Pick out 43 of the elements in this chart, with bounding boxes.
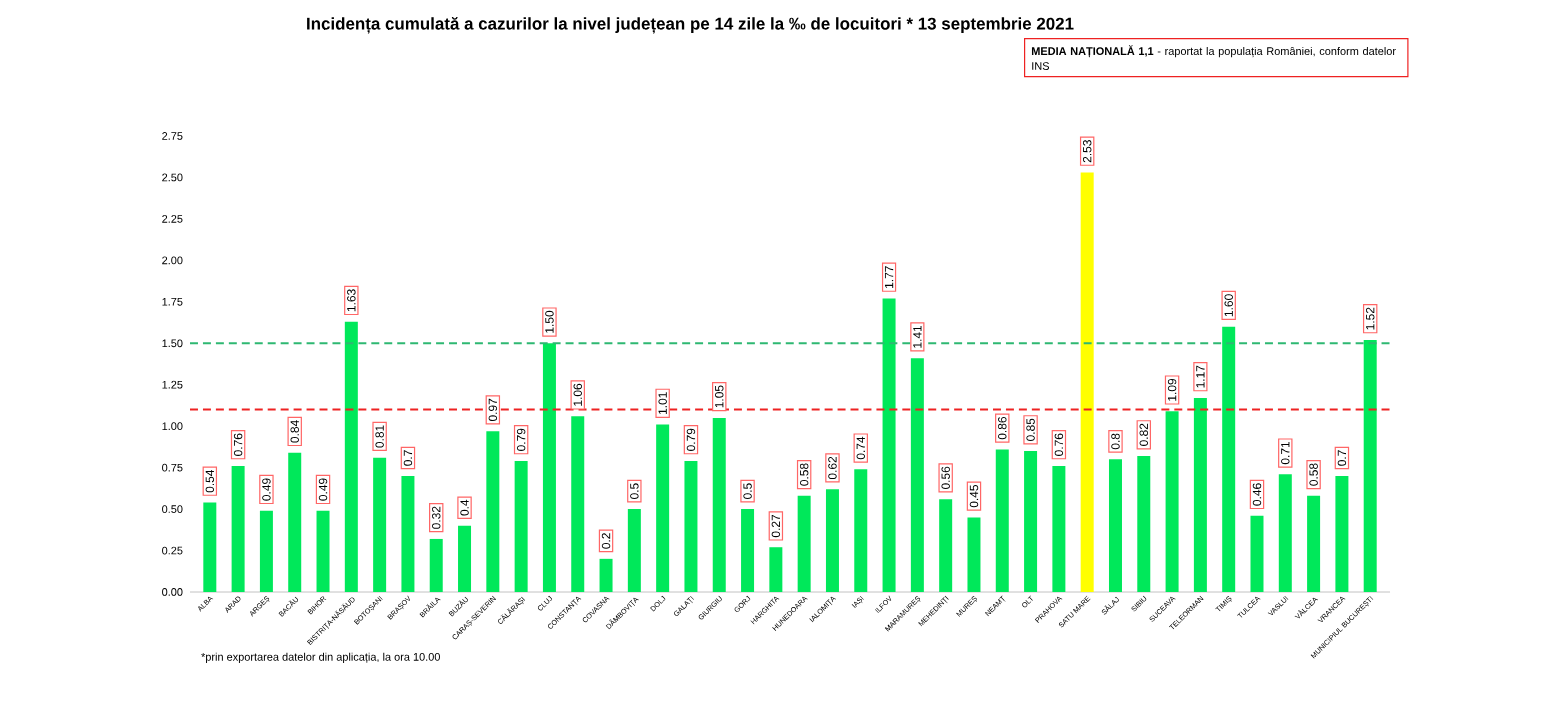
bar xyxy=(1052,465,1066,592)
bar xyxy=(1250,515,1264,592)
bar xyxy=(231,465,245,592)
bar xyxy=(825,489,839,592)
bar xyxy=(344,321,358,592)
bar xyxy=(882,298,896,592)
bar xyxy=(259,510,273,592)
bar xyxy=(684,461,698,592)
bar xyxy=(741,509,755,592)
bar xyxy=(1335,475,1349,592)
bar xyxy=(939,499,953,592)
bar xyxy=(458,525,472,592)
chart-title: Incidența cumulată a cazurilor la nivel județean pe 14 zile la ‰ de locuitori * 13 septembrie 2021 xyxy=(307,17,1074,34)
bar xyxy=(656,424,670,592)
bar xyxy=(910,358,924,592)
bar xyxy=(1193,397,1207,592)
bar xyxy=(627,509,641,592)
bar xyxy=(599,558,613,592)
bar xyxy=(967,517,981,592)
bar xyxy=(1108,459,1122,592)
bar xyxy=(1222,326,1236,592)
bar xyxy=(203,502,217,592)
bar xyxy=(373,457,387,592)
bar xyxy=(712,417,726,592)
bar xyxy=(316,510,330,592)
bar xyxy=(1307,495,1321,592)
bar xyxy=(854,469,868,592)
bar xyxy=(1278,474,1292,592)
bar xyxy=(797,495,811,592)
bar xyxy=(401,475,415,592)
bar xyxy=(288,452,302,592)
bar xyxy=(1165,411,1179,592)
bar xyxy=(486,431,500,592)
bar xyxy=(542,343,556,592)
bar xyxy=(429,538,443,592)
bar xyxy=(1363,339,1377,592)
bar xyxy=(995,449,1009,592)
bar xyxy=(1024,451,1038,592)
bar xyxy=(769,547,783,592)
bar xyxy=(514,461,528,592)
bar xyxy=(1137,456,1151,592)
bar xyxy=(1080,172,1094,592)
bar xyxy=(571,416,585,592)
